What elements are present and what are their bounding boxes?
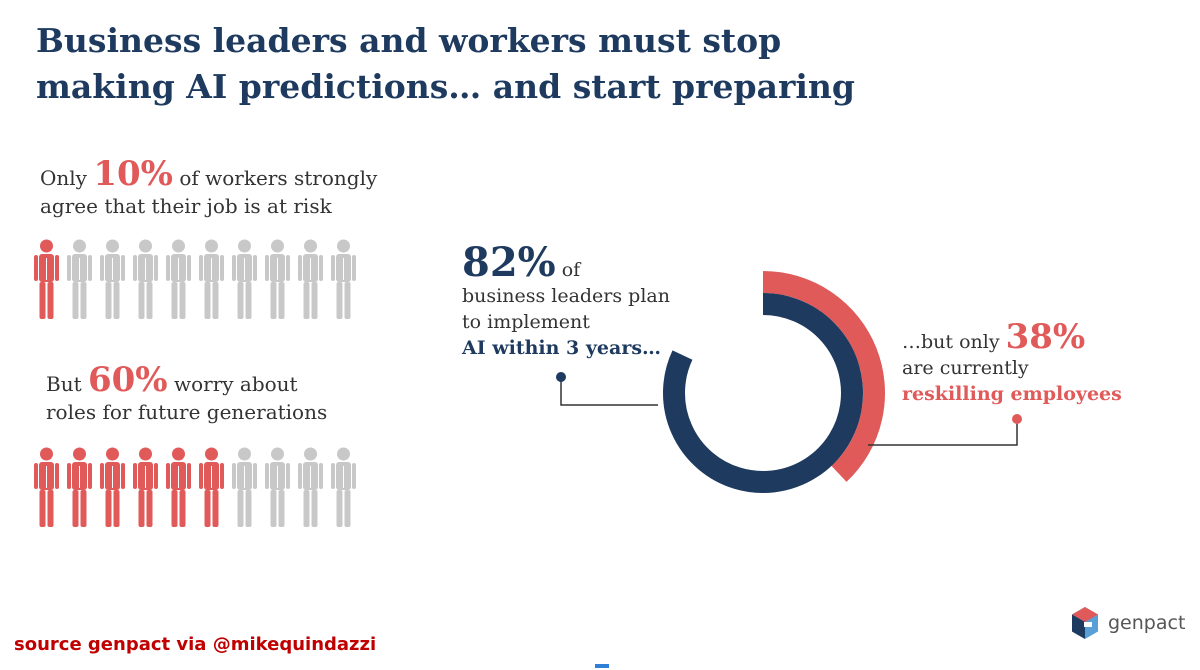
page-title: Business leaders and workers must stop m… <box>36 18 936 110</box>
stat2-percent: 60% <box>87 360 168 400</box>
stat2-text: But 60% worry about roles for future gen… <box>46 363 328 426</box>
person-figure <box>265 447 290 527</box>
person-figure <box>265 239 290 319</box>
stat1-pictogram <box>34 238 356 320</box>
genpact-logo: genpact <box>1070 606 1185 640</box>
title-line-2: making AI predictions… and start prepari… <box>36 67 855 106</box>
stat2-line2: roles for future generations <box>46 400 328 424</box>
genpact-logo-text: genpact <box>1108 612 1186 634</box>
person-figure <box>298 447 323 527</box>
callout38-dot <box>1012 414 1022 424</box>
person-figure <box>298 239 323 319</box>
callout82-connector <box>560 378 658 406</box>
scroll-marker <box>595 664 609 668</box>
callout38-connector <box>868 420 1018 446</box>
source-credit: source genpact via @mikequindazzi <box>14 634 377 655</box>
title-line-1: Business leaders and workers must stop <box>36 21 782 60</box>
callout82-line4: AI within 3 years… <box>462 337 662 359</box>
stat1-percent: 10% <box>93 154 173 194</box>
person-figure <box>166 239 191 319</box>
arc-reskilling <box>762 271 885 482</box>
person-figure <box>331 239 356 319</box>
callout82-line3: to implement <box>462 311 590 333</box>
callout38-line2: are currently <box>902 357 1029 379</box>
callout82-percent: 82% <box>462 239 556 286</box>
stat2-pictogram <box>34 446 356 528</box>
arc-ai-plan <box>663 293 863 493</box>
person-figure-highlighted <box>133 447 158 527</box>
stat1-line2: agree that their job is at risk <box>40 194 332 218</box>
callout-38: …but only 38% are currently reskilling e… <box>902 320 1122 407</box>
person-figure <box>199 239 224 319</box>
callout-82: 82% of business leaders plan to implemen… <box>462 243 670 361</box>
person-figure-highlighted <box>100 447 125 527</box>
callout38-percent: 38% <box>1005 317 1086 357</box>
person-figure <box>133 239 158 319</box>
person-figure <box>232 447 257 527</box>
person-figure <box>67 239 92 319</box>
person-figure <box>331 447 356 527</box>
person-figure-highlighted <box>199 447 224 527</box>
callout82-of: of <box>561 259 581 281</box>
genpact-logo-icon <box>1072 607 1098 639</box>
stat1-prefix: Only <box>40 166 87 190</box>
person-figure-highlighted <box>166 447 191 527</box>
stat2-prefix: But <box>46 372 82 396</box>
person-figure <box>100 239 125 319</box>
stat2-suffix: worry about <box>173 372 298 396</box>
stat1-suffix: of workers strongly <box>179 166 378 190</box>
person-figure <box>232 239 257 319</box>
callout38-line3: reskilling employees <box>902 383 1122 405</box>
callout82-dot <box>556 372 566 382</box>
person-figure-highlighted <box>34 447 59 527</box>
callout38-prefix: …but only <box>902 331 1000 353</box>
person-figure-highlighted <box>67 447 92 527</box>
person-figure-highlighted <box>34 239 59 319</box>
callout82-line2: business leaders plan <box>462 285 670 307</box>
stat1-text: Only 10% of workers strongly agree that … <box>40 157 378 220</box>
